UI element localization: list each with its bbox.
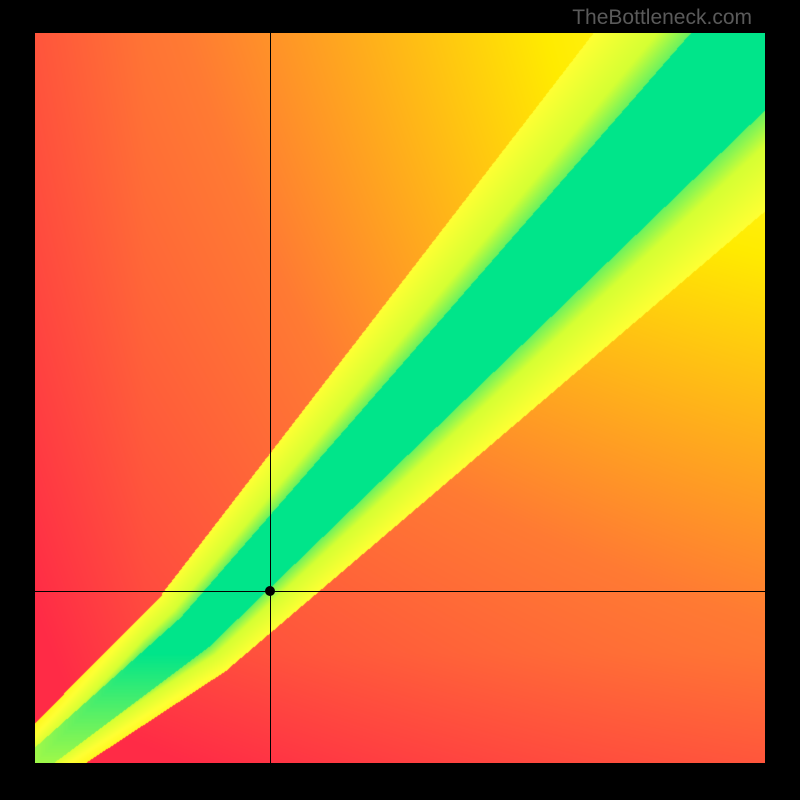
crosshair-vertical bbox=[270, 33, 271, 763]
marker-dot bbox=[265, 586, 275, 596]
crosshair-horizontal bbox=[35, 591, 765, 592]
plot-area bbox=[35, 33, 765, 763]
heatmap-canvas bbox=[35, 33, 765, 763]
watermark-text: TheBottleneck.com bbox=[572, 6, 752, 30]
